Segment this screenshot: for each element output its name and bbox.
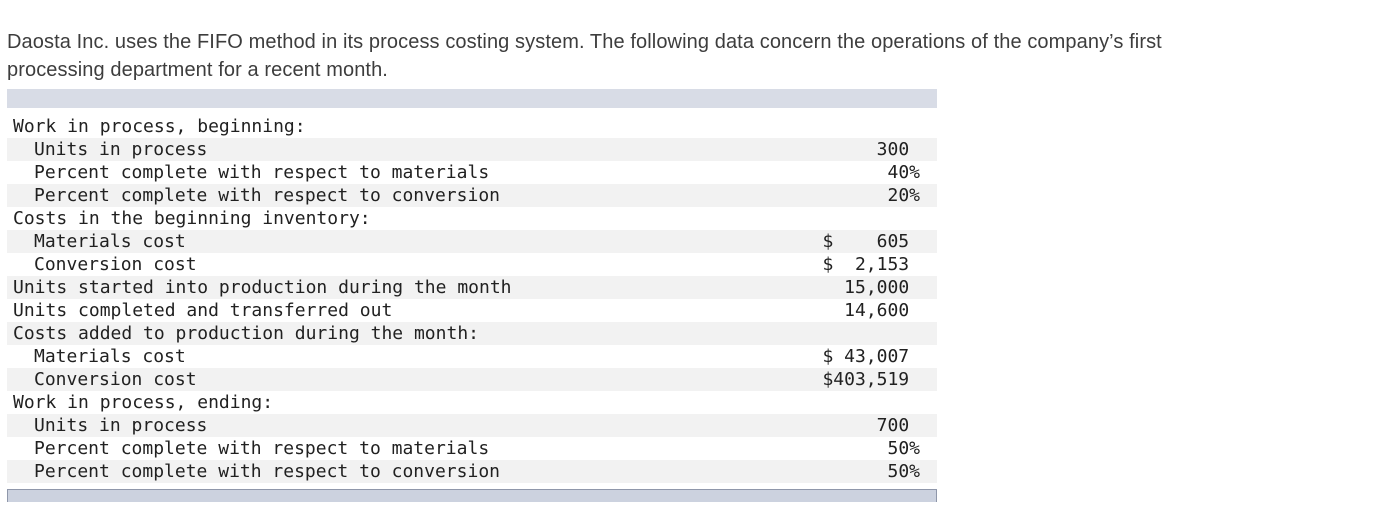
- table-row: Costs in the beginning inventory:: [7, 207, 937, 230]
- row-value: 50%: [887, 461, 920, 482]
- problem-statement: Daosta Inc. uses the FIFO method in its …: [7, 28, 1382, 84]
- row-label: Materials cost: [34, 231, 186, 252]
- process-costing-data-table: Work in process, beginning: Units in proc…: [7, 89, 937, 502]
- row-label: Conversion cost: [34, 369, 197, 390]
- row-value: 40%: [887, 162, 920, 183]
- table-rows: Work in process, beginning: Units in proc…: [7, 115, 937, 483]
- row-value: $ 605: [822, 231, 920, 252]
- row-label: Percent complete with respect to materia…: [34, 438, 490, 459]
- table-row: Conversion cost $ 2,153: [7, 253, 937, 276]
- table-row: Units completed and transferred out 14,60…: [7, 299, 937, 322]
- table-footer-bar: [7, 489, 937, 502]
- row-label: Conversion cost: [34, 254, 197, 275]
- row-label: Materials cost: [34, 346, 186, 367]
- table-row: Percent complete with respect to materia…: [7, 161, 937, 184]
- row-label: Work in process, beginning:: [13, 116, 306, 137]
- row-label: Work in process, ending:: [13, 392, 274, 413]
- table-row: Units in process 300: [7, 138, 937, 161]
- table-row: Units started into production during the…: [7, 276, 937, 299]
- table-row: Units in process 700: [7, 414, 937, 437]
- row-label: Costs in the beginning inventory:: [13, 208, 371, 229]
- table-row: Costs added to production during the mon…: [7, 322, 937, 345]
- table-row: Percent complete with respect to convers…: [7, 460, 937, 483]
- table-row: Conversion cost $403,519: [7, 368, 937, 391]
- problem-statement-line-2: processing department for a recent month…: [7, 59, 388, 81]
- table-row: Percent complete with respect to convers…: [7, 184, 937, 207]
- row-label: Units in process: [34, 415, 208, 436]
- row-value: 14,600: [844, 300, 920, 321]
- row-value: 15,000: [844, 277, 920, 298]
- row-value: 20%: [887, 185, 920, 206]
- row-value: $ 2,153: [822, 254, 920, 275]
- table-header-bar: [7, 89, 937, 108]
- table-row: Work in process, beginning:: [7, 115, 937, 138]
- table-row: Materials cost $ 43,007: [7, 345, 937, 368]
- row-value: 700: [876, 415, 920, 436]
- row-label: Units started into production during the…: [13, 277, 512, 298]
- row-label: Percent complete with respect to materia…: [34, 162, 490, 183]
- row-label: Costs added to production during the mon…: [13, 323, 479, 344]
- row-value: 50%: [887, 438, 920, 459]
- row-value: 300: [876, 139, 920, 160]
- row-label: Percent complete with respect to convers…: [34, 461, 500, 482]
- table-row: Work in process, ending:: [7, 391, 937, 414]
- row-value: $403,519: [822, 369, 920, 390]
- row-value: $ 43,007: [822, 346, 920, 367]
- row-label: Units completed and transferred out: [13, 300, 393, 321]
- row-label: Units in process: [34, 139, 208, 160]
- row-label: Percent complete with respect to convers…: [34, 185, 500, 206]
- table-row: Percent complete with respect to materia…: [7, 437, 937, 460]
- table-row: Materials cost $ 605: [7, 230, 937, 253]
- problem-statement-line-1: Daosta Inc. uses the FIFO method in its …: [7, 31, 1162, 53]
